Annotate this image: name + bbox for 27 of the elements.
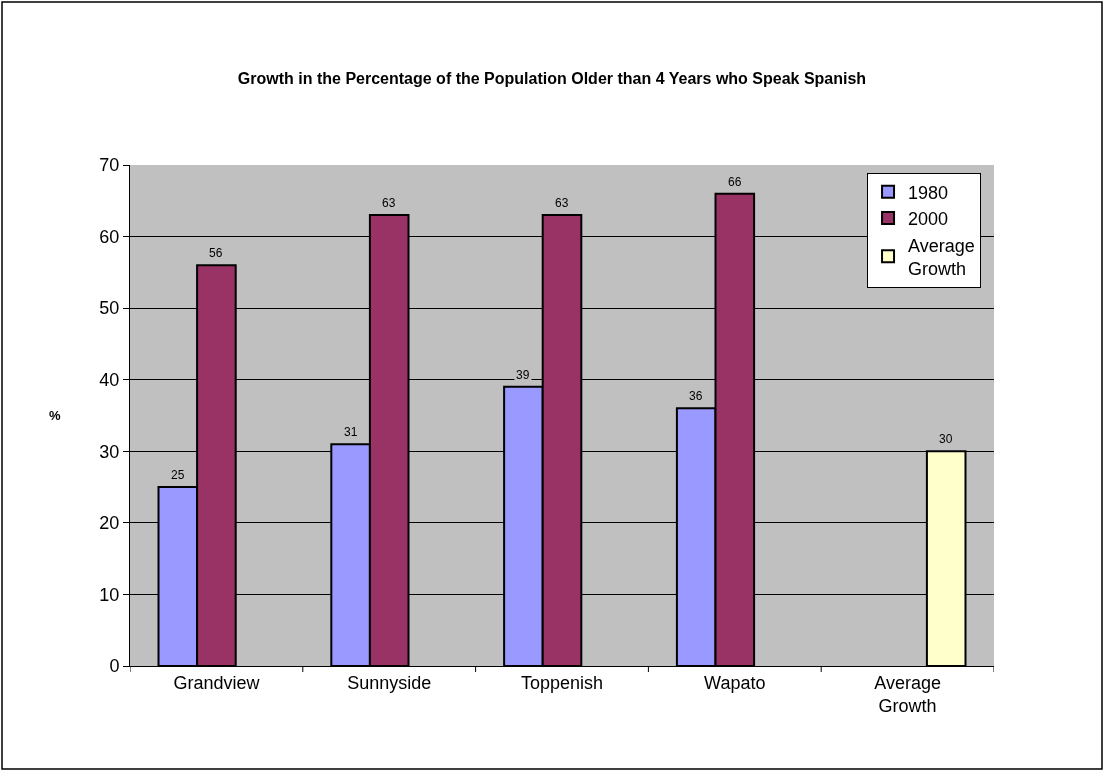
legend-label: 1980 bbox=[908, 182, 949, 203]
data-label: 63 bbox=[382, 196, 396, 210]
data-label: 39 bbox=[516, 368, 530, 382]
data-label: 66 bbox=[728, 175, 742, 189]
legend-label: Average Growth bbox=[908, 235, 975, 279]
y-tick-label: 50 bbox=[99, 298, 120, 319]
x-tick-label: Toppenish bbox=[520, 672, 604, 693]
data-label: 25 bbox=[171, 468, 185, 482]
data-label: 63 bbox=[555, 196, 569, 210]
data-label: 30 bbox=[939, 432, 953, 446]
data-label: 36 bbox=[689, 389, 703, 403]
data-label: 56 bbox=[209, 246, 223, 260]
y-tick-label: 10 bbox=[99, 584, 120, 605]
y-tick-label: 70 bbox=[99, 155, 120, 176]
y-tick-label: 30 bbox=[99, 441, 120, 462]
x-tick-label: Sunnyside bbox=[347, 672, 432, 693]
y-tick-label: 20 bbox=[99, 513, 120, 534]
y-tick-label: 0 bbox=[109, 656, 120, 677]
chart-title: Growth in the Percentage of the Population Older than 4 Years who Speak Spanish bbox=[237, 69, 867, 87]
data-label: 31 bbox=[344, 425, 358, 439]
x-tick-label: Grandview bbox=[173, 672, 261, 693]
y-tick-label: 40 bbox=[99, 370, 120, 391]
y-tick-label: 60 bbox=[99, 226, 120, 247]
x-tick-label: Wapato bbox=[704, 672, 766, 693]
legend-label: 2000 bbox=[908, 209, 949, 230]
x-tick-label: Average Growth bbox=[874, 672, 941, 716]
y-axis-title: % bbox=[49, 408, 61, 423]
